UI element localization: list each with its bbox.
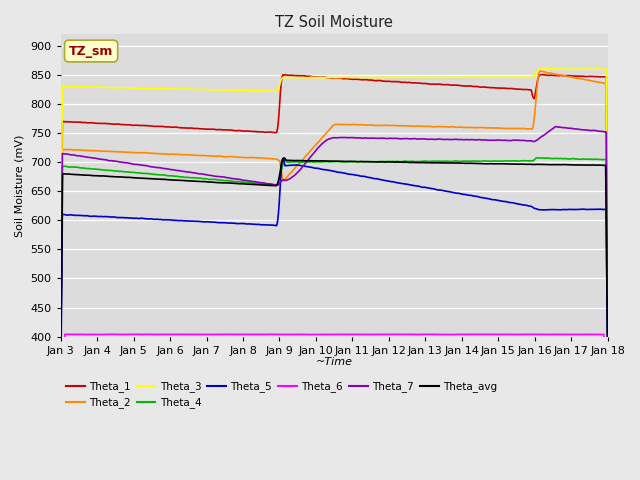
Theta_6 bbox=[588, 332, 596, 337]
Theta_2 bbox=[588, 78, 596, 84]
Theta_3 bbox=[604, 275, 611, 281]
Theta_avg bbox=[323, 158, 331, 164]
Theta_3 bbox=[588, 66, 596, 72]
Theta_5 bbox=[488, 197, 495, 203]
Theta_2 bbox=[536, 68, 544, 74]
Theta_1 bbox=[84, 120, 92, 126]
Theta_7 bbox=[84, 155, 92, 160]
Theta_avg bbox=[488, 161, 495, 167]
Theta_avg bbox=[57, 356, 65, 361]
Theta_7 bbox=[488, 137, 495, 143]
Theta_2 bbox=[323, 130, 330, 136]
Theta_1 bbox=[588, 73, 596, 79]
Theta_1 bbox=[323, 75, 330, 81]
Theta_6 bbox=[323, 332, 330, 337]
Theta_3 bbox=[588, 66, 596, 72]
Theta_5 bbox=[323, 167, 331, 173]
Theta_1 bbox=[488, 85, 495, 91]
Theta_avg bbox=[308, 158, 316, 164]
Theta_6 bbox=[84, 332, 92, 337]
Theta_4 bbox=[588, 156, 596, 162]
Theta_2 bbox=[308, 146, 316, 152]
Theta_3 bbox=[549, 66, 557, 72]
Theta_4 bbox=[488, 158, 495, 164]
Theta_3 bbox=[57, 325, 65, 331]
Theta_6 bbox=[588, 332, 596, 337]
Theta_2 bbox=[488, 125, 495, 131]
Theta_2 bbox=[604, 284, 611, 289]
Theta_5 bbox=[588, 206, 596, 212]
Line: Theta_2: Theta_2 bbox=[61, 71, 607, 360]
Theta_5 bbox=[604, 357, 611, 362]
Theta_avg bbox=[280, 155, 288, 161]
Line: Theta_3: Theta_3 bbox=[61, 69, 607, 328]
Y-axis label: Soil Moisture (mV): Soil Moisture (mV) bbox=[15, 134, 25, 237]
Theta_7 bbox=[588, 128, 596, 133]
Theta_5 bbox=[308, 165, 316, 170]
Theta_5 bbox=[57, 389, 65, 395]
Line: Theta_7: Theta_7 bbox=[61, 127, 607, 361]
Theta_6 bbox=[604, 441, 611, 447]
Line: Theta_6: Theta_6 bbox=[61, 334, 607, 452]
Theta_3 bbox=[323, 75, 330, 81]
Theta_3 bbox=[84, 84, 92, 90]
Theta_2 bbox=[588, 78, 596, 84]
Theta_7 bbox=[57, 359, 65, 364]
Theta_avg bbox=[84, 172, 92, 178]
Theta_1 bbox=[538, 72, 545, 78]
Theta_2 bbox=[57, 357, 65, 362]
Theta_4 bbox=[533, 155, 541, 161]
Theta_4 bbox=[588, 156, 596, 162]
Theta_3 bbox=[308, 74, 316, 80]
X-axis label: ~Time: ~Time bbox=[316, 357, 353, 367]
Theta_6 bbox=[57, 449, 65, 455]
Theta_4 bbox=[57, 365, 65, 371]
Theta_avg bbox=[588, 162, 596, 168]
Theta_4 bbox=[323, 159, 330, 165]
Theta_4 bbox=[604, 327, 611, 333]
Legend: Theta_1, Theta_2, Theta_3, Theta_4, Theta_5, Theta_6, Theta_7, Theta_avg: Theta_1, Theta_2, Theta_3, Theta_4, Thet… bbox=[66, 381, 497, 408]
Text: TZ_sm: TZ_sm bbox=[69, 45, 113, 58]
Theta_1 bbox=[604, 279, 611, 285]
Line: Theta_avg: Theta_avg bbox=[61, 158, 607, 359]
Theta_7 bbox=[323, 137, 330, 143]
Theta_4 bbox=[308, 159, 316, 165]
Theta_5 bbox=[279, 156, 287, 161]
Theta_6 bbox=[506, 331, 514, 337]
Theta_2 bbox=[84, 148, 92, 154]
Theta_6 bbox=[308, 332, 316, 337]
Theta_5 bbox=[84, 213, 92, 219]
Theta_7 bbox=[588, 128, 596, 133]
Theta_7 bbox=[552, 124, 559, 130]
Theta_1 bbox=[588, 73, 596, 79]
Title: TZ Soil Moisture: TZ Soil Moisture bbox=[275, 15, 393, 30]
Theta_1 bbox=[57, 343, 65, 348]
Theta_7 bbox=[308, 152, 316, 158]
Theta_5 bbox=[588, 206, 596, 212]
Line: Theta_1: Theta_1 bbox=[61, 75, 607, 346]
Theta_4 bbox=[84, 166, 92, 171]
Theta_avg bbox=[588, 162, 596, 168]
Theta_avg bbox=[604, 351, 611, 357]
Line: Theta_4: Theta_4 bbox=[61, 158, 607, 368]
Theta_7 bbox=[604, 312, 611, 317]
Theta_1 bbox=[308, 74, 316, 80]
Theta_3 bbox=[488, 75, 495, 81]
Line: Theta_5: Theta_5 bbox=[61, 158, 607, 392]
Theta_6 bbox=[488, 332, 495, 337]
